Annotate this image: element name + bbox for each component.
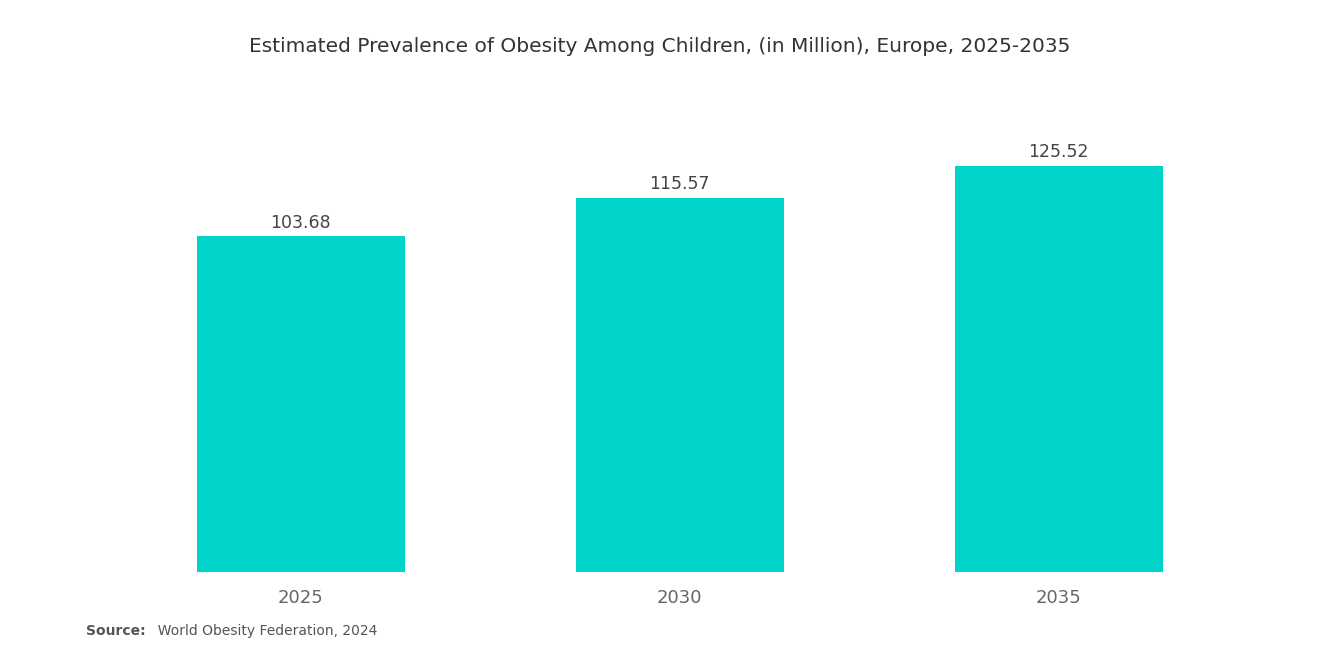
Text: 115.57: 115.57 (649, 175, 710, 193)
Bar (576, 198, 784, 572)
Text: World Obesity Federation, 2024: World Obesity Federation, 2024 (149, 624, 378, 638)
Text: Source:: Source: (86, 624, 145, 638)
Bar (197, 237, 405, 572)
Text: Estimated Prevalence of Obesity Among Children, (in Million), Europe, 2025-2035: Estimated Prevalence of Obesity Among Ch… (249, 37, 1071, 56)
Bar (954, 166, 1163, 572)
Text: 125.52: 125.52 (1028, 143, 1089, 161)
Text: 103.68: 103.68 (271, 213, 331, 231)
